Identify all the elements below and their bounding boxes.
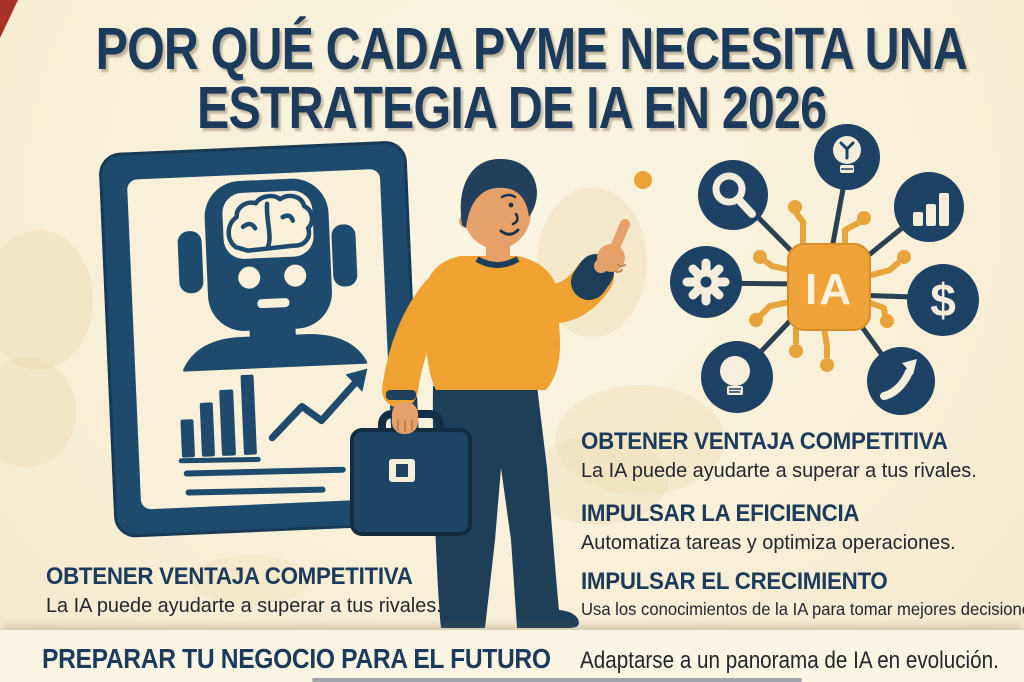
tablet-illustration <box>99 141 422 538</box>
circuit-dots <box>749 200 911 372</box>
ai-chip-label: IA <box>805 265 853 314</box>
growth-arrow-icon <box>880 359 917 400</box>
right-cuff <box>571 254 614 300</box>
left-hand <box>392 402 418 434</box>
dollar-icon: $ <box>930 274 956 326</box>
node-dollar: $ <box>907 264 979 336</box>
bar-chart-icon <box>180 374 257 458</box>
left-cuff <box>386 390 416 400</box>
section-desc: La IA puede ayudarte a superar a tus riv… <box>581 459 977 482</box>
arrow-head <box>345 368 368 392</box>
page-title: POR QUÉ CADA PYME NECESITA UNA ESTRATEGI… <box>0 20 1024 138</box>
footer-band: PREPARAR TU NEGOCIO PARA EL FUTURO Adapt… <box>0 630 1024 682</box>
section-title: OBTENER VENTAJA COMPETITIVA <box>46 563 413 590</box>
footer-desc: Adaptarse a un panorama de IA en evoluci… <box>580 647 999 674</box>
section-desc: Automatiza tareas y optimiza operaciones… <box>581 531 956 554</box>
circuit-traces <box>757 211 901 358</box>
node-growth-arrow <box>867 347 935 415</box>
node-bar-chart <box>894 172 964 242</box>
section-growth: IMPULSAR EL CRECIMIENTO Usa los conocimi… <box>581 568 1024 620</box>
orange-dot <box>634 171 652 189</box>
gear-icon <box>682 258 730 306</box>
left-arm <box>382 274 458 408</box>
section-title: IMPULSAR LA EFICIENCIA <box>581 500 860 527</box>
section-title: OBTENER VENTAJA COMPETITIVA <box>581 428 948 455</box>
ai-chip: IA <box>787 243 871 331</box>
businessman-illustration <box>350 158 652 628</box>
bar-chart-icon <box>913 193 949 226</box>
node-lightbulb-top <box>814 124 880 190</box>
text-lines <box>178 456 346 496</box>
growth-line-icon <box>268 380 358 442</box>
node-idea-bulb <box>701 341 773 413</box>
hair <box>460 158 537 228</box>
robot-head-icon <box>177 178 368 372</box>
corner-accent <box>0 0 18 38</box>
section-title: IMPULSAR EL CRECIMIENTO <box>581 568 888 595</box>
section-desc: La IA puede ayudarte a superar a tus riv… <box>46 594 442 617</box>
idea-bulb-icon <box>720 356 750 395</box>
brain-icon <box>226 193 315 253</box>
footer-title: PREPARAR TU NEGOCIO PARA EL FUTURO <box>42 643 551 674</box>
section-competitive-advantage: OBTENER VENTAJA COMPETITIVA La IA puede … <box>581 428 989 483</box>
title-line-1: POR QUÉ CADA PYME NECESITA UNA <box>95 16 968 82</box>
search-icon <box>712 172 756 218</box>
ai-network-diagram: IA <box>670 124 979 415</box>
title-line-2: ESTRATEGIA DE IA EN 2026 <box>197 75 827 141</box>
collar <box>475 256 520 268</box>
section-efficiency: IMPULSAR LA EFICIENCIA Automatiza tareas… <box>581 500 967 555</box>
node-gear <box>670 246 742 318</box>
pointing-hand-icon <box>594 219 630 273</box>
face-features <box>499 193 520 236</box>
node-search <box>698 160 768 230</box>
section-desc: Usa los conocimientos de la IA para toma… <box>581 599 1024 619</box>
lightbulb-icon <box>833 136 861 173</box>
section-competitive-advantage-left: OBTENER VENTAJA COMPETITIVA La IA puede … <box>46 563 454 618</box>
bottom-bar <box>312 678 802 682</box>
